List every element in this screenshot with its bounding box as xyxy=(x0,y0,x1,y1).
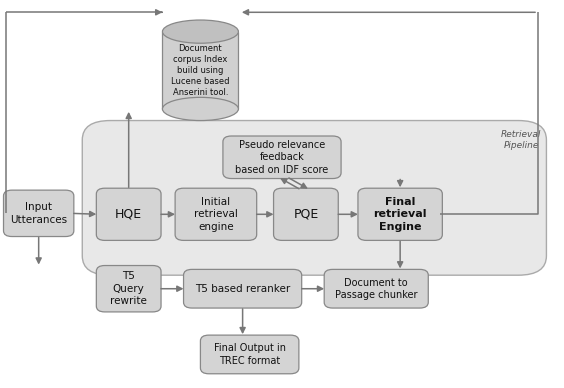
Text: Final Output in
TREC format: Final Output in TREC format xyxy=(214,343,285,365)
Ellipse shape xyxy=(162,20,239,43)
Text: Retrieval
Pipeline: Retrieval Pipeline xyxy=(501,130,541,150)
Ellipse shape xyxy=(162,97,239,121)
Text: Pseudo relevance
feedback
based on IDF score: Pseudo relevance feedback based on IDF s… xyxy=(235,140,329,175)
FancyBboxPatch shape xyxy=(96,188,161,241)
FancyBboxPatch shape xyxy=(324,269,428,308)
FancyBboxPatch shape xyxy=(3,190,74,237)
FancyBboxPatch shape xyxy=(175,188,257,241)
FancyBboxPatch shape xyxy=(82,121,547,275)
FancyBboxPatch shape xyxy=(223,136,341,178)
FancyBboxPatch shape xyxy=(200,335,299,374)
Text: Initial
retrieval
engine: Initial retrieval engine xyxy=(194,197,238,232)
FancyBboxPatch shape xyxy=(358,188,442,241)
Text: T5 based reranker: T5 based reranker xyxy=(195,284,290,294)
Text: Document
corpus Index
build using
Lucene based
Anserini tool.: Document corpus Index build using Lucene… xyxy=(171,43,230,97)
Text: HQE: HQE xyxy=(115,208,142,221)
Text: PQE: PQE xyxy=(293,208,319,221)
Text: T5
Query
rewrite: T5 Query rewrite xyxy=(110,271,147,306)
FancyBboxPatch shape xyxy=(96,265,161,312)
FancyBboxPatch shape xyxy=(183,269,302,308)
FancyBboxPatch shape xyxy=(274,188,338,241)
Text: Input
Utterances: Input Utterances xyxy=(10,202,67,225)
Text: Document to
Passage chunker: Document to Passage chunker xyxy=(335,277,417,300)
Text: Final
retrieval
Engine: Final retrieval Engine xyxy=(373,197,427,232)
Polygon shape xyxy=(162,32,239,109)
